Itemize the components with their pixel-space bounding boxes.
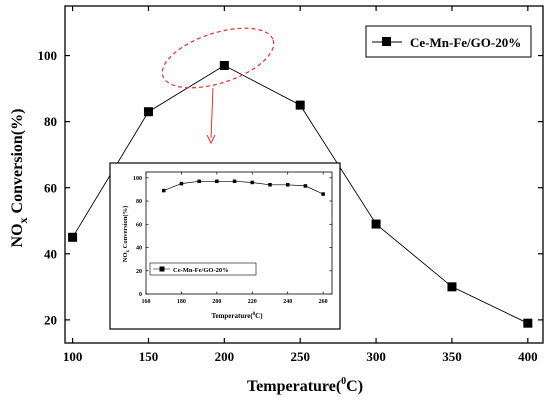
inset-y-tick-label: 0: [139, 292, 142, 298]
main-legend-marker: [382, 37, 391, 46]
highlight-arrowhead: [206, 134, 216, 145]
main-data-point: [523, 318, 533, 328]
inset-x-axis-title: Temperature(0C): [211, 312, 263, 320]
inset-y-axis-title-sub: x: [126, 249, 131, 252]
inset-data-point: [303, 184, 308, 188]
inset-data-point: [179, 181, 184, 186]
main-y-tick-label: 100: [38, 48, 58, 63]
inset-x-tick-label: 160: [142, 299, 151, 305]
inset-x-axis-title-main: Temperature(: [211, 312, 253, 320]
main-marker-layer: [68, 60, 533, 328]
main-data-point: [68, 232, 78, 242]
highlight-annotation: [161, 27, 275, 145]
inset-chart: 160 180 200 220 240 260 0 20 40 60 80 100 Temperatu…: [109, 162, 341, 330]
inset-x-tick-label: 220: [248, 299, 257, 305]
main-plot-frame: [64, 5, 544, 344]
main-x-tick-label: 150: [139, 349, 159, 364]
main-y-tick-label: 20: [44, 312, 57, 327]
inset-y-tick-label: 20: [136, 269, 142, 275]
inset-data-point: [321, 192, 325, 196]
main-data-point: [143, 107, 153, 117]
inset-marker-layer: [161, 179, 325, 196]
inset-x-tick-label: 240: [283, 299, 292, 305]
inset-legend-marker: [159, 266, 165, 272]
inset-data-point: [250, 180, 255, 185]
main-x-tick-label: 200: [215, 349, 235, 364]
main-y-axis-title-sub: x: [16, 217, 30, 223]
inset-data-point: [268, 183, 272, 187]
inset-line-layer: [163, 180, 324, 195]
main-x-axis-title-sup: 0: [341, 376, 346, 387]
main-x-tick-label: 300: [366, 349, 386, 364]
main-data-point: [447, 282, 457, 292]
main-data-point: [295, 100, 305, 110]
inset-ticks: 160 180 200 220 240 260 0 20 40 60 80 100: [133, 172, 332, 305]
main-x-tick-label: 400: [518, 349, 538, 364]
inset-x-axis-title-sup: 0: [253, 312, 256, 317]
inset-data-point: [215, 179, 219, 184]
main-y-tick-label: 80: [44, 114, 57, 129]
highlight-arrow-line: [210, 87, 214, 139]
inset-x-tick-label: 200: [212, 299, 221, 305]
inset-data-point: [161, 188, 166, 193]
main-x-axis-title-rest: C): [346, 378, 363, 395]
inset-x-axis-title-rest: C): [255, 312, 263, 320]
main-y-axis-title-main: NO: [9, 223, 26, 247]
main-data-point: [371, 219, 381, 229]
inset-panel: [109, 162, 341, 330]
main-legend-label: Ce-Mn-Fe/GO-20%: [410, 35, 521, 50]
inset-y-tick-label: 40: [136, 246, 142, 252]
inset-data-point: [285, 183, 290, 187]
inset-data-point: [197, 179, 201, 184]
main-y-axis-title-rest: Conversion(%): [9, 109, 26, 218]
inset-x-tick-label: 180: [177, 299, 186, 305]
inset-legend: Ce-Mn-Fe/GO-20%: [149, 262, 257, 276]
main-y-tick-label: 60: [44, 180, 57, 195]
inset-legend-label: Ce-Mn-Fe/GO-20%: [173, 267, 229, 274]
inset-y-axis-title: NOx Conversion(%): [122, 206, 131, 262]
inset-plot-frame: [145, 171, 333, 295]
highlight-ellipse: [161, 27, 275, 89]
main-x-axis-title-main: Temperature(: [247, 378, 341, 395]
inset-y-tick-label: 100: [133, 176, 142, 182]
main-x-tick-label: 250: [290, 349, 310, 364]
inset-y-tick-label: 60: [136, 222, 142, 228]
main-x-tick-label: 100: [63, 349, 83, 364]
main-x-tick-label: 350: [442, 349, 462, 364]
main-legend: Ce-Mn-Fe/GO-20%: [365, 25, 532, 58]
inset-legend-box: [149, 262, 257, 276]
inset-y-axis-title-main: NO: [122, 252, 129, 262]
inset-y-tick-label: 80: [136, 199, 142, 205]
inset-series-line: [163, 180, 324, 195]
main-y-tick-label: 40: [44, 246, 57, 261]
main-x-axis-title: Temperature(0C): [247, 376, 363, 395]
main-y-axis-title: NOx Conversion(%): [9, 109, 30, 248]
inset-data-point: [232, 179, 237, 184]
main-data-point: [219, 60, 229, 70]
inset-x-tick-label: 260: [319, 299, 328, 305]
inset-y-axis-title-rest: Conversion(%): [122, 206, 129, 250]
